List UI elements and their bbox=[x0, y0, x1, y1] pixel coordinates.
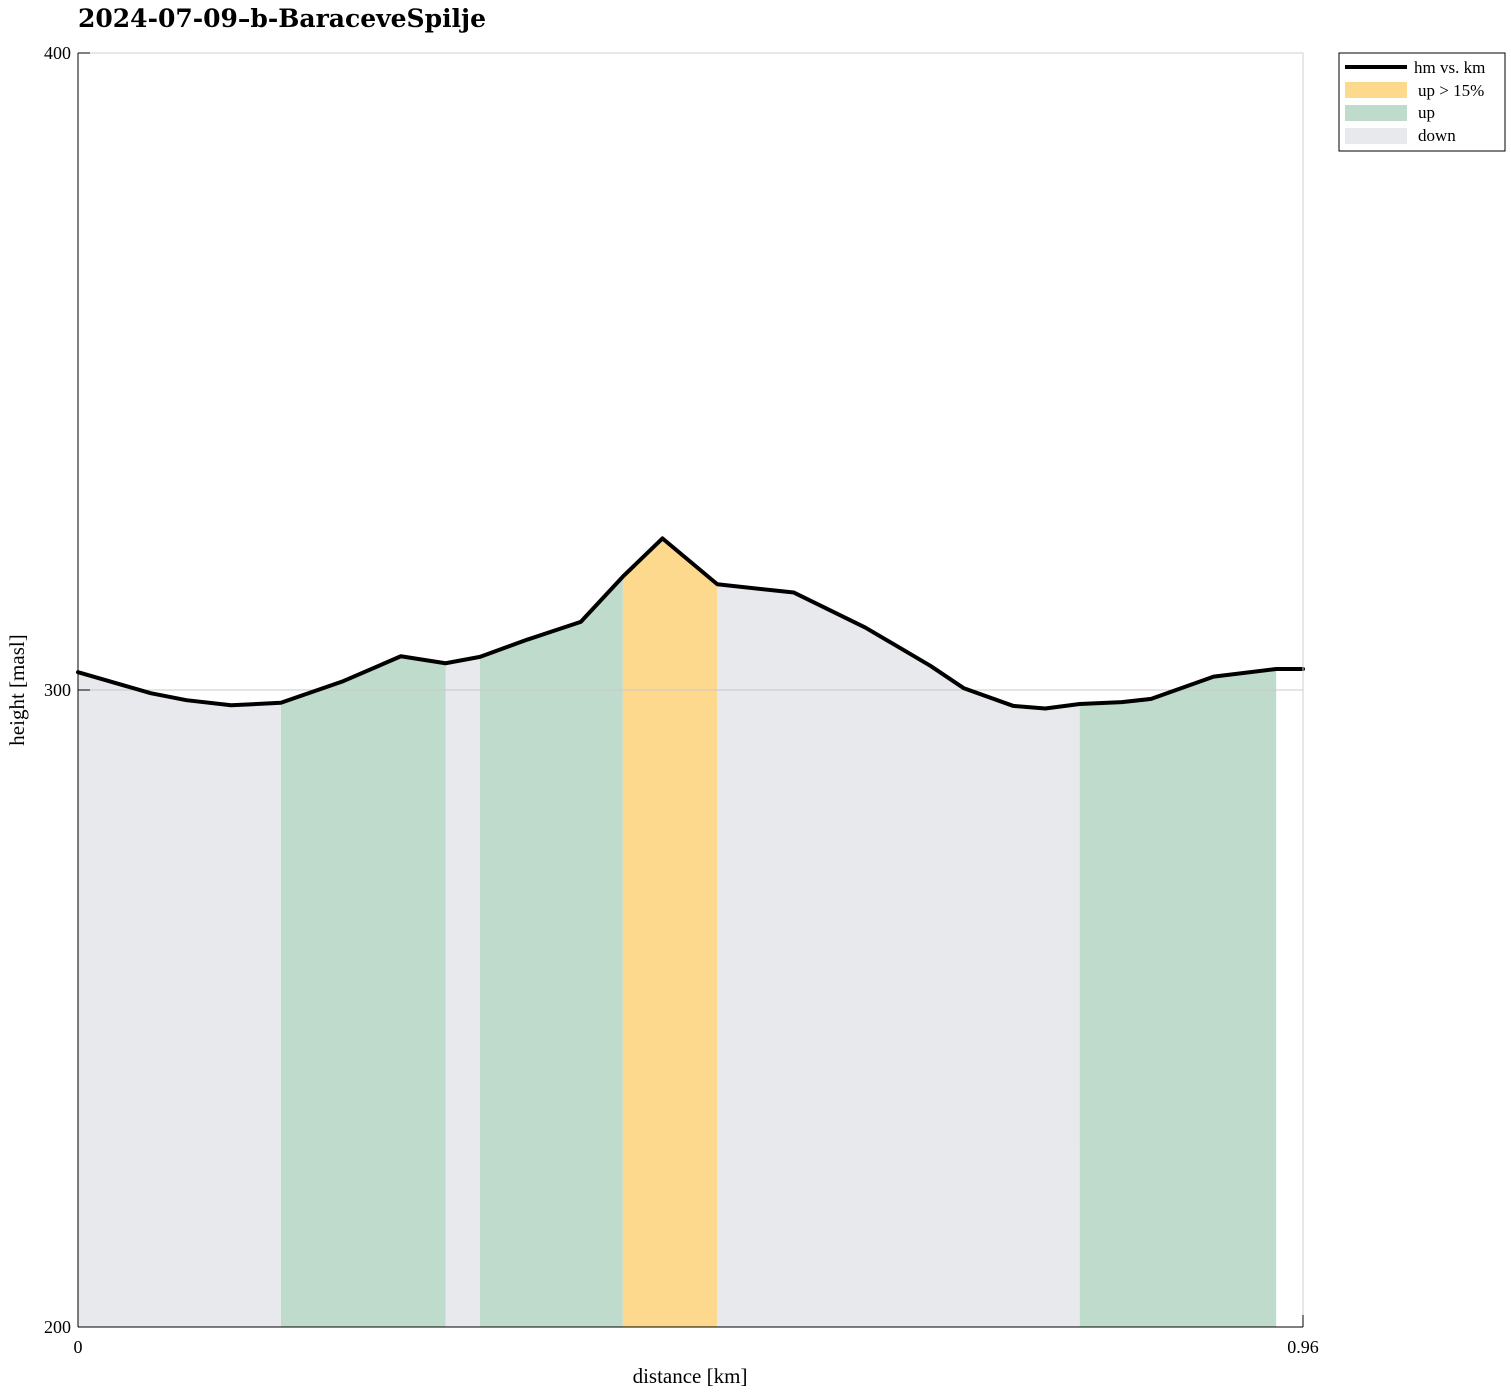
legend: hm vs. km up > 15% up down bbox=[1338, 52, 1506, 152]
x-tick-label: 0.96 bbox=[1287, 1337, 1319, 1357]
segment-fill-up-3 bbox=[479, 576, 623, 1327]
legend-label-steep-up: up > 15% bbox=[1418, 81, 1484, 100]
segment-fill-down-0 bbox=[78, 672, 281, 1327]
axes: 200 300 400 0 0.96 bbox=[44, 43, 1319, 1357]
segment-fills bbox=[78, 538, 1277, 1327]
chart-title: 2024-07-09–b-BaraceveSpilje bbox=[78, 4, 486, 33]
legend-label-up: up bbox=[1418, 103, 1435, 122]
legend-swatch-steep-up bbox=[1345, 82, 1407, 98]
y-tick-label: 200 bbox=[44, 1317, 71, 1337]
legend-label-down: down bbox=[1418, 126, 1456, 145]
legend-swatch-up bbox=[1345, 105, 1407, 121]
segment-fill-down-2 bbox=[445, 656, 480, 1327]
segment-fill-down-5 bbox=[717, 584, 1080, 1327]
y-axis-label: height [masl] bbox=[5, 634, 29, 745]
x-tick-label: 0 bbox=[74, 1337, 83, 1357]
y-tick-label: 400 bbox=[44, 43, 71, 63]
y-tick-label: 300 bbox=[44, 680, 71, 700]
segment-fill-up-1 bbox=[280, 656, 446, 1327]
legend-label-line: hm vs. km bbox=[1414, 58, 1485, 77]
segment-fill-up-6 bbox=[1079, 668, 1277, 1327]
segment-fill-up-15--4 bbox=[622, 538, 718, 1327]
series-line-hm-vs-km bbox=[76, 536, 1305, 711]
legend-swatch-down bbox=[1345, 128, 1407, 144]
x-axis-label: distance [km] bbox=[633, 1364, 748, 1388]
